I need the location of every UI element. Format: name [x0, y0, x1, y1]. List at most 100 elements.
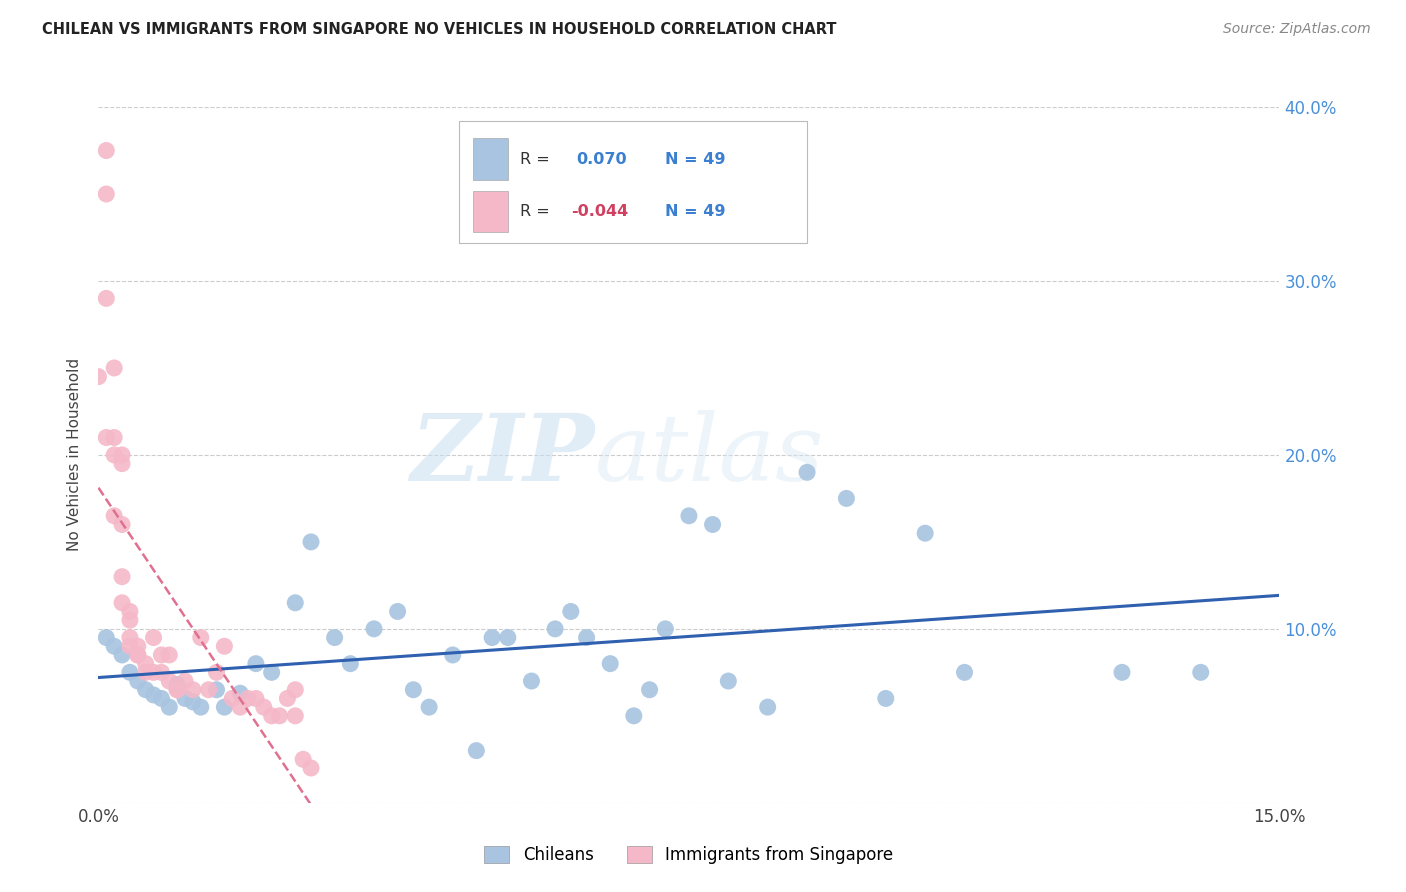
- Point: [418, 700, 440, 714]
- Point: [835, 491, 858, 506]
- Text: -0.044: -0.044: [571, 204, 628, 219]
- Text: Source: ZipAtlas.com: Source: ZipAtlas.com: [1223, 22, 1371, 37]
- FancyBboxPatch shape: [472, 191, 508, 232]
- Point: [953, 665, 976, 680]
- Point: [96, 144, 118, 158]
- Point: [96, 187, 118, 202]
- Point: [181, 695, 204, 709]
- Point: [481, 631, 503, 645]
- Point: [544, 622, 567, 636]
- Point: [118, 631, 141, 645]
- Point: [560, 605, 582, 619]
- Point: [127, 674, 149, 689]
- FancyBboxPatch shape: [472, 138, 508, 180]
- Point: [103, 639, 125, 653]
- Point: [205, 682, 228, 697]
- Point: [229, 686, 252, 700]
- Point: [118, 665, 141, 680]
- Point: [363, 622, 385, 636]
- Point: [166, 682, 188, 697]
- Point: [111, 457, 134, 471]
- Point: [142, 631, 165, 645]
- Point: [339, 657, 361, 671]
- Point: [135, 665, 157, 680]
- Text: R =: R =: [520, 204, 555, 219]
- Point: [387, 605, 409, 619]
- Point: [103, 448, 125, 462]
- Point: [150, 648, 173, 662]
- Point: [236, 691, 259, 706]
- Point: [118, 605, 141, 619]
- Point: [575, 631, 598, 645]
- Point: [118, 639, 141, 653]
- Point: [221, 691, 243, 706]
- Point: [87, 369, 110, 384]
- Point: [599, 657, 621, 671]
- Point: [111, 448, 134, 462]
- Y-axis label: No Vehicles in Household: No Vehicles in Household: [67, 359, 83, 551]
- Point: [638, 682, 661, 697]
- Point: [190, 700, 212, 714]
- Point: [157, 674, 180, 689]
- Point: [260, 708, 283, 723]
- Point: [269, 708, 291, 723]
- Point: [118, 613, 141, 627]
- Point: [245, 657, 267, 671]
- Point: [96, 431, 118, 445]
- Point: [756, 700, 779, 714]
- Point: [654, 622, 676, 636]
- Point: [276, 691, 298, 706]
- Point: [166, 682, 188, 697]
- Point: [253, 700, 276, 714]
- Point: [111, 596, 134, 610]
- Text: CHILEAN VS IMMIGRANTS FROM SINGAPORE NO VEHICLES IN HOUSEHOLD CORRELATION CHART: CHILEAN VS IMMIGRANTS FROM SINGAPORE NO …: [42, 22, 837, 37]
- Point: [103, 360, 125, 375]
- FancyBboxPatch shape: [458, 121, 807, 243]
- Text: ZIP: ZIP: [411, 410, 595, 500]
- Legend: Chileans, Immigrants from Singapore: Chileans, Immigrants from Singapore: [485, 846, 893, 864]
- Point: [623, 708, 645, 723]
- Point: [96, 631, 118, 645]
- Point: [323, 631, 346, 645]
- Point: [229, 700, 252, 714]
- Point: [284, 682, 307, 697]
- Point: [150, 691, 173, 706]
- Point: [157, 648, 180, 662]
- Point: [150, 665, 173, 680]
- Point: [135, 657, 157, 671]
- Point: [465, 744, 488, 758]
- Point: [135, 682, 157, 697]
- Point: [496, 631, 519, 645]
- Point: [292, 752, 315, 766]
- Point: [402, 682, 425, 697]
- Point: [245, 691, 267, 706]
- Text: R =: R =: [520, 152, 555, 167]
- Point: [111, 648, 134, 662]
- Point: [142, 688, 165, 702]
- Point: [702, 517, 724, 532]
- Point: [190, 631, 212, 645]
- Text: N = 49: N = 49: [665, 204, 725, 219]
- Point: [205, 665, 228, 680]
- Point: [284, 708, 307, 723]
- Point: [103, 508, 125, 523]
- Point: [127, 639, 149, 653]
- Point: [875, 691, 897, 706]
- Point: [142, 665, 165, 680]
- Point: [441, 648, 464, 662]
- Point: [1111, 665, 1133, 680]
- Point: [166, 677, 188, 691]
- Point: [174, 691, 197, 706]
- Point: [520, 674, 543, 689]
- Point: [914, 526, 936, 541]
- Point: [174, 674, 197, 689]
- Point: [260, 665, 283, 680]
- Text: atlas: atlas: [595, 410, 824, 500]
- Point: [157, 700, 180, 714]
- Point: [111, 517, 134, 532]
- Point: [96, 291, 118, 305]
- Text: N = 49: N = 49: [665, 152, 725, 167]
- Point: [127, 648, 149, 662]
- Point: [103, 431, 125, 445]
- Point: [299, 534, 322, 549]
